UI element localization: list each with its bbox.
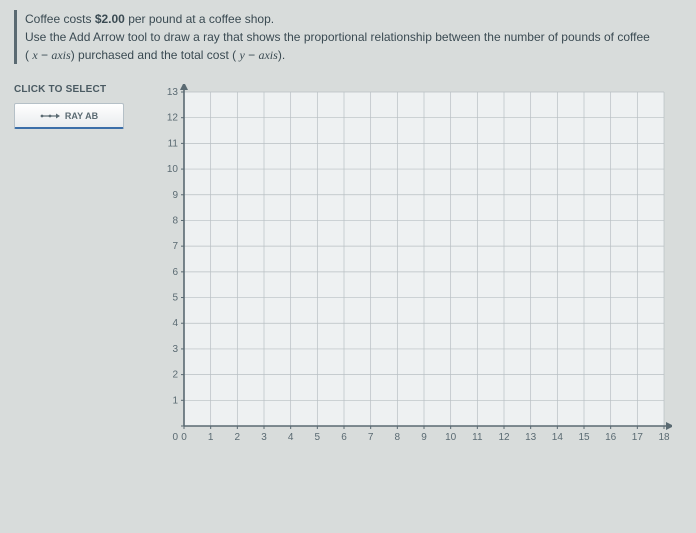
svg-text:2: 2: [172, 370, 178, 381]
svg-text:12: 12: [498, 432, 510, 443]
svg-text:10: 10: [445, 432, 457, 443]
svg-text:12: 12: [167, 113, 179, 124]
svg-text:9: 9: [172, 190, 178, 201]
tool-panel: CLICK TO SELECT RAY AB: [14, 84, 124, 464]
svg-text:11: 11: [168, 138, 179, 149]
svg-text:4: 4: [172, 318, 178, 329]
svg-text:0: 0: [181, 432, 187, 443]
problem-statement: Coffee costs $2.00 per pound at a coffee…: [14, 10, 682, 64]
svg-text:5: 5: [315, 432, 321, 443]
ray-icon: [40, 112, 60, 120]
svg-text:9: 9: [421, 432, 427, 443]
prob-text: per pound at a coffee shop.: [125, 12, 274, 26]
svg-text:17: 17: [632, 432, 644, 443]
grid-svg[interactable]: 0123456789101112131415161718123456789101…: [152, 84, 672, 464]
svg-text:7: 7: [368, 432, 374, 443]
price: $2.00: [95, 12, 125, 26]
prob-text: −: [245, 48, 259, 62]
ray-ab-label: RAY AB: [65, 111, 98, 121]
prob-text: −: [38, 48, 52, 62]
svg-text:0: 0: [172, 432, 178, 443]
svg-text:6: 6: [341, 432, 347, 443]
coordinate-grid[interactable]: 0123456789101112131415161718123456789101…: [152, 84, 682, 464]
ray-ab-tool-button[interactable]: RAY AB: [14, 103, 124, 129]
svg-text:15: 15: [578, 432, 590, 443]
svg-text:13: 13: [167, 87, 179, 98]
prob-text: ).: [278, 48, 285, 62]
svg-text:11: 11: [472, 432, 483, 443]
svg-text:16: 16: [605, 432, 617, 443]
svg-text:1: 1: [172, 395, 178, 406]
svg-text:14: 14: [552, 432, 564, 443]
svg-text:6: 6: [172, 267, 178, 278]
axis-word: axis: [258, 48, 277, 62]
svg-text:3: 3: [261, 432, 267, 443]
svg-text:2: 2: [235, 432, 241, 443]
prob-text: Use the Add Arrow tool to draw a ray tha…: [25, 30, 650, 44]
svg-text:3: 3: [172, 344, 178, 355]
axis-word: axis: [51, 48, 70, 62]
svg-text:7: 7: [172, 241, 178, 252]
prob-text: ) purchased and the total cost (: [71, 48, 240, 62]
svg-text:5: 5: [172, 293, 178, 304]
work-area: CLICK TO SELECT RAY AB 01234567891011121…: [14, 84, 682, 464]
svg-text:13: 13: [525, 432, 537, 443]
svg-text:1: 1: [208, 432, 214, 443]
svg-text:8: 8: [172, 215, 178, 226]
svg-text:18: 18: [658, 432, 670, 443]
tool-panel-header: CLICK TO SELECT: [14, 84, 124, 95]
svg-text:8: 8: [395, 432, 401, 443]
prob-text: Coffee costs: [25, 12, 95, 26]
svg-text:10: 10: [167, 164, 179, 175]
svg-text:4: 4: [288, 432, 294, 443]
